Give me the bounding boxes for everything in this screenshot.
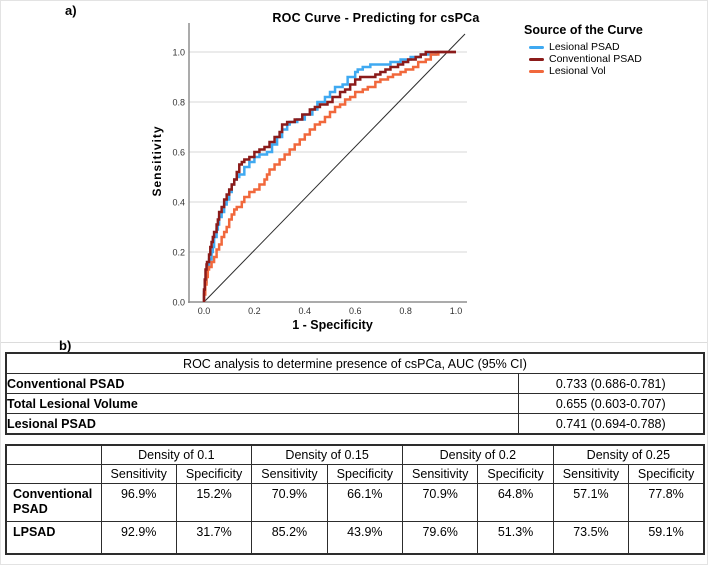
auc-value-total-lesional-volume: 0.655 (0.603-0.707) [517, 393, 705, 414]
corner-cell [5, 464, 102, 484]
cell-value: 51.3% [477, 521, 554, 555]
table-row: Lesional PSAD 0.741 (0.694-0.788) [5, 413, 705, 435]
group-header-density-0-2: Density of 0.2 [402, 444, 554, 465]
diagonal-reference-line [203, 33, 466, 303]
cell-value: 59.1% [628, 521, 705, 555]
subheader-specificity: Specificity [477, 464, 554, 484]
cell-value: 73.5% [552, 521, 630, 555]
x-tick-label: 0.8 [399, 306, 412, 316]
subheader-sensitivity: Sensitivity [401, 464, 479, 484]
x-tick-label: 0.2 [248, 306, 261, 316]
row-label-conventional-psad: Conventional PSAD [5, 483, 102, 522]
subheader-specificity: Specificity [326, 464, 404, 484]
roc-plot-svg: 0.0 0.2 0.4 0.6 0.8 1.0 0.0 0.2 0.4 0.6 0.8 1.0 [172, 23, 467, 316]
roc-curve-lesional-psad [202, 50, 456, 302]
group-header-density-0-25: Density of 0.25 [552, 444, 705, 465]
auc-value-conventional-psad: 0.733 (0.686-0.781) [517, 373, 705, 394]
table-row-lpsad: LPSAD 92.9% 31.7% 85.2% 43.9% 79.6% 51.3… [5, 521, 705, 555]
legend-label-lesional-psad: Lesional PSAD [549, 41, 620, 53]
roc-curve-conventional-psad [202, 50, 456, 302]
cell-value: 15.2% [175, 483, 253, 522]
row-label-conventional-psad: Conventional PSAD [5, 373, 519, 394]
subheader-sensitivity: Sensitivity [100, 464, 177, 484]
legend-item-lesional-vol: Lesional Vol [524, 65, 643, 77]
subheader-specificity: Specificity [628, 464, 705, 484]
table-header-row: ROC analysis to determine presence of cs… [5, 352, 705, 374]
cell-value: 85.2% [251, 521, 328, 555]
y-tick-label: 0.2 [172, 248, 185, 258]
auc-value-lesional-psad: 0.741 (0.694-0.788) [517, 413, 705, 435]
y-tick-label: 1.0 [172, 48, 185, 58]
y-tick-label: 0.4 [172, 198, 185, 208]
roc-curve-lesional-vol [202, 50, 456, 302]
cell-value: 31.7% [175, 521, 253, 555]
y-tick-label: 0.0 [172, 298, 185, 308]
subheader-specificity: Specificity [175, 464, 253, 484]
density-threshold-table: Density of 0.1 Density of 0.15 Density o… [5, 444, 705, 555]
cell-value: 64.8% [477, 483, 554, 522]
subheader-sensitivity: Sensitivity [251, 464, 328, 484]
cell-value: 57.1% [552, 483, 630, 522]
cell-value: 66.1% [326, 483, 404, 522]
group-header-density-0-1: Density of 0.1 [100, 444, 253, 465]
table-group-header-row: Density of 0.1 Density of 0.15 Density o… [5, 444, 705, 465]
lesional-vol-line-swatch-icon [529, 69, 544, 73]
row-label-total-lesional-volume: Total Lesional Volume [5, 393, 519, 414]
x-tick-label: 1.0 [450, 306, 463, 316]
legend-label-conventional-psad: Conventional PSAD [549, 53, 642, 65]
x-axis-label: 1 - Specificity [292, 318, 373, 332]
panel-a-label: a) [65, 3, 77, 18]
table-subheader-row: Sensitivity Specificity Sensitivity Spec… [5, 464, 705, 484]
legend-label-lesional-vol: Lesional Vol [549, 65, 606, 77]
cell-value: 77.8% [628, 483, 705, 522]
chart-title: ROC Curve - Predicting for csPCa [272, 11, 480, 25]
lesional-psad-line-swatch-icon [529, 45, 544, 49]
cell-value: 96.9% [100, 483, 177, 522]
chart-legend: Source of the Curve Lesional PSAD Conven… [524, 23, 643, 77]
x-tick-label: 0.0 [198, 306, 211, 316]
table-row-conventional-psad: Conventional PSAD 96.9% 15.2% 70.9% 66.1… [5, 483, 705, 522]
legend-item-lesional-psad: Lesional PSAD [524, 41, 643, 53]
table-row: Total Lesional Volume 0.655 (0.603-0.707… [5, 393, 705, 414]
cell-value: 43.9% [326, 521, 404, 555]
legend-title: Source of the Curve [524, 23, 643, 37]
y-tick-label: 0.6 [172, 148, 185, 158]
cell-value: 70.9% [401, 483, 479, 522]
legend-item-conventional-psad: Conventional PSAD [524, 53, 643, 65]
row-label-lesional-psad: Lesional PSAD [5, 413, 519, 435]
auc-summary-table: ROC analysis to determine presence of cs… [5, 352, 705, 435]
auc-table-title: ROC analysis to determine presence of cs… [5, 352, 705, 374]
cell-value: 70.9% [251, 483, 328, 522]
corner-cell [5, 444, 102, 465]
group-header-density-0-15: Density of 0.15 [251, 444, 403, 465]
cell-value: 79.6% [401, 521, 479, 555]
table-row: Conventional PSAD 0.733 (0.686-0.781) [5, 373, 705, 394]
row-label-lpsad: LPSAD [5, 521, 102, 555]
panel-divider [1, 342, 707, 343]
conventional-psad-line-swatch-icon [529, 57, 544, 61]
panel-b-label: b) [59, 338, 72, 353]
x-tick-label: 0.6 [349, 306, 362, 316]
x-tick-label: 0.4 [299, 306, 312, 316]
subheader-sensitivity: Sensitivity [552, 464, 630, 484]
y-tick-label: 0.8 [172, 98, 185, 108]
y-axis-label: Sensitivity [150, 125, 164, 197]
cell-value: 92.9% [100, 521, 177, 555]
